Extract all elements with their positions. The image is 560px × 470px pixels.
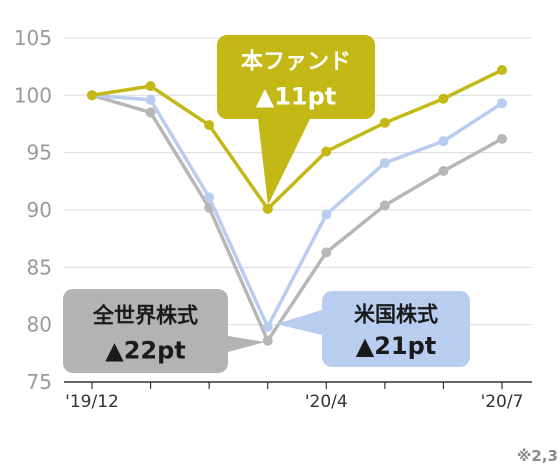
data-point-fund-0 [87,90,97,101]
callout-label-us: 米国株式 [354,302,438,326]
series-fund [87,65,507,214]
callout-pointer-fund [258,119,310,205]
footnote: ※2,3 [517,447,558,465]
callout-box-fund [217,35,375,119]
callout-value-world: ▲22pt [105,337,186,365]
series-line-us [91,93,503,329]
y-tick-label-100: 100 [14,83,52,107]
callout-box-world [63,289,228,373]
data-point-world-1 [145,107,156,118]
data-point-us-7 [497,98,507,109]
data-point-fund-4 [321,146,332,157]
data-point-fund-2 [204,120,215,131]
y-tick-label-85: 85 [27,255,52,279]
callout-label-fund: 本ファンド [241,50,351,75]
callout-box-us [322,291,470,367]
data-point-world-5 [379,200,390,211]
callouts: 本ファンド ▲11pt 全世界株式 ▲22pt 米国株式 ▲21pt [63,35,470,373]
y-tick-label-95: 95 [27,141,52,165]
data-point-world-6 [438,165,449,176]
y-tick-labels: 75 80 85 90 95 100 105 [14,26,52,394]
x-tick-label-7: '20/7 [481,392,524,412]
data-point-world-3 [262,335,273,346]
data-point-fund-7 [497,65,507,76]
data-point-fund-3 [262,203,273,214]
series-line-fund [91,68,503,211]
x-tick-label-4: '20/4 [305,392,348,412]
data-point-us-3 [262,321,273,332]
callout-value-fund: ▲11pt [256,83,337,111]
data-point-fund-6 [438,93,449,104]
data-point-fund-1 [145,81,156,92]
x-axis [64,381,532,389]
series-line-world [91,93,503,343]
y-tick-label-80: 80 [27,313,52,337]
y-tick-label-105: 105 [14,26,52,50]
data-point-us-5 [379,157,390,168]
y-tick-label-90: 90 [27,198,52,222]
data-point-world-4 [321,247,332,258]
data-point-us-1 [145,94,156,105]
callout-pointer-us [276,310,322,335]
data-point-world-7 [497,133,507,144]
data-point-fund-5 [379,117,390,128]
callout-us: 米国株式 ▲21pt [276,291,470,367]
data-point-us-4 [321,209,332,220]
callout-fund: 本ファンド ▲11pt [217,35,375,205]
data-point-us-2 [204,192,215,203]
callout-value-us: ▲21pt [356,332,437,360]
x-tick-labels: '19/12 '20/4 '20/7 [65,392,523,412]
series-lines [87,65,507,346]
callout-world: 全世界株式 ▲22pt [63,289,265,373]
x-tick-label-0: '19/12 [65,392,119,412]
callout-label-world: 全世界株式 [92,304,198,328]
y-tick-label-75: 75 [27,370,52,394]
data-point-us-6 [438,136,449,147]
callout-pointer-world [228,336,265,352]
